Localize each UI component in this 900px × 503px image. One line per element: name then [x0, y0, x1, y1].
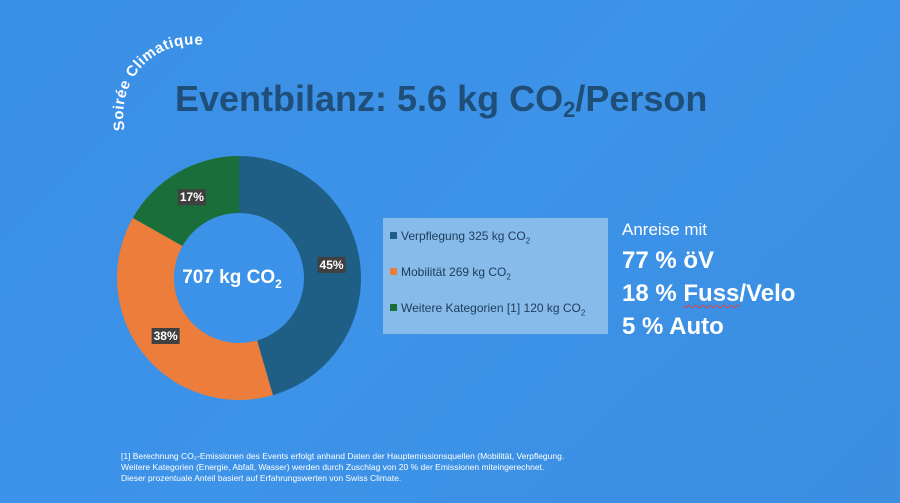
travel-pct: 77 % — [622, 247, 684, 274]
slice-label-bg — [177, 189, 206, 206]
title-tail: /Person — [575, 78, 708, 119]
travel-stats: Anreise mit 77 % öV 18 % Fuss/Velo 5 % A… — [622, 220, 795, 343]
legend-swatch — [390, 268, 397, 275]
slice-percent-label: 38% — [154, 329, 178, 343]
legend-subscript: 2 — [580, 308, 586, 318]
soiree-climatique-logo: Soirée Climatique — [110, 31, 203, 132]
title-subscript: 2 — [563, 97, 576, 122]
title-main: Eventbilanz: 5.6 kg CO — [175, 78, 564, 119]
chart-legend: Verpflegung 325 kg CO2 Mobilität 269 kg … — [383, 218, 608, 334]
travel-pct: 5 % — [622, 313, 670, 340]
legend-label: Verpflegung 325 kg CO — [401, 229, 526, 243]
travel-mode-extra: /Velo — [739, 280, 796, 307]
donut-center-label: 707 kg CO2 — [182, 267, 282, 291]
center-label-main: 707 kg CO — [182, 267, 275, 288]
legend-subscript: 2 — [506, 272, 511, 282]
donut-chart: 45% 38% 17% 707 kg CO2 — [117, 156, 361, 400]
slice-label-1: 45% — [317, 256, 346, 273]
footnote: [1] Berechnung CO₂-Emissionen des Events… — [121, 451, 681, 484]
slice-label-bg — [317, 256, 346, 273]
slice-label-bg — [151, 327, 180, 344]
legend-subscript: 2 — [525, 236, 531, 246]
slice-percent-label: 17% — [180, 190, 204, 204]
legend-label: Mobilität 269 kg CO — [401, 265, 507, 279]
footnote-line: Dieser prozentuale Anteil basiert auf Er… — [121, 473, 402, 483]
footnote-line: [1] Berechnung CO₂-Emissionen des Events… — [121, 451, 565, 461]
travel-line-fuss-velo: 18 % Fuss/Velo — [622, 277, 795, 310]
travel-line-oev: 77 % öV — [622, 244, 795, 277]
travel-mode: öV — [683, 247, 715, 274]
footnote-line: Weitere Kategorien (Energie, Abfall, Was… — [121, 462, 545, 472]
legend-swatch — [390, 304, 397, 311]
donut-slice-2 — [117, 217, 273, 400]
travel-mode: Fuss — [683, 280, 740, 307]
travel-line-auto: 5 % Auto — [622, 310, 795, 343]
legend-label: Weitere Kategorien [1] 120 kg CO — [401, 301, 581, 315]
slice-label-3: 17% — [177, 189, 206, 206]
legend-item-verpflegung: Verpflegung 325 kg CO2 — [390, 228, 608, 264]
page-title: Eventbilanz: 5.6 kg CO2/Person — [175, 78, 707, 123]
slice-percent-label: 45% — [320, 258, 344, 272]
center-label-subscript: 2 — [275, 277, 282, 291]
travel-mode: Auto — [669, 313, 724, 340]
donut-slice-1 — [239, 156, 361, 396]
travel-heading: Anreise mit — [622, 220, 708, 239]
legend-item-mobilitaet: Mobilität 269 kg CO2 — [390, 264, 608, 300]
slice-label-2: 38% — [151, 327, 180, 344]
travel-pct: 18 % — [622, 280, 684, 307]
legend-item-weitere: Weitere Kategorien [1] 120 kg CO2 — [390, 300, 608, 336]
legend-swatch — [390, 232, 397, 239]
